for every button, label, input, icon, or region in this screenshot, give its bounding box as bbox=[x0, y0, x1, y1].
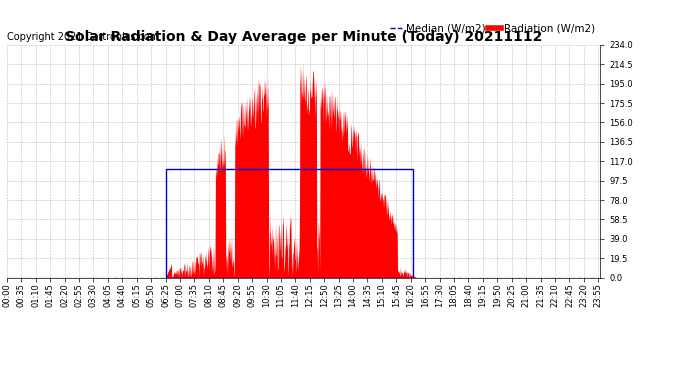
Bar bbox=[166, 169, 413, 278]
Title: Solar Radiation & Day Average per Minute (Today) 20211112: Solar Radiation & Day Average per Minute… bbox=[65, 30, 542, 44]
Text: Copyright 2021 Cartronics.com: Copyright 2021 Cartronics.com bbox=[7, 32, 159, 42]
Legend: Median (W/m2), Radiation (W/m2): Median (W/m2), Radiation (W/m2) bbox=[390, 24, 595, 33]
